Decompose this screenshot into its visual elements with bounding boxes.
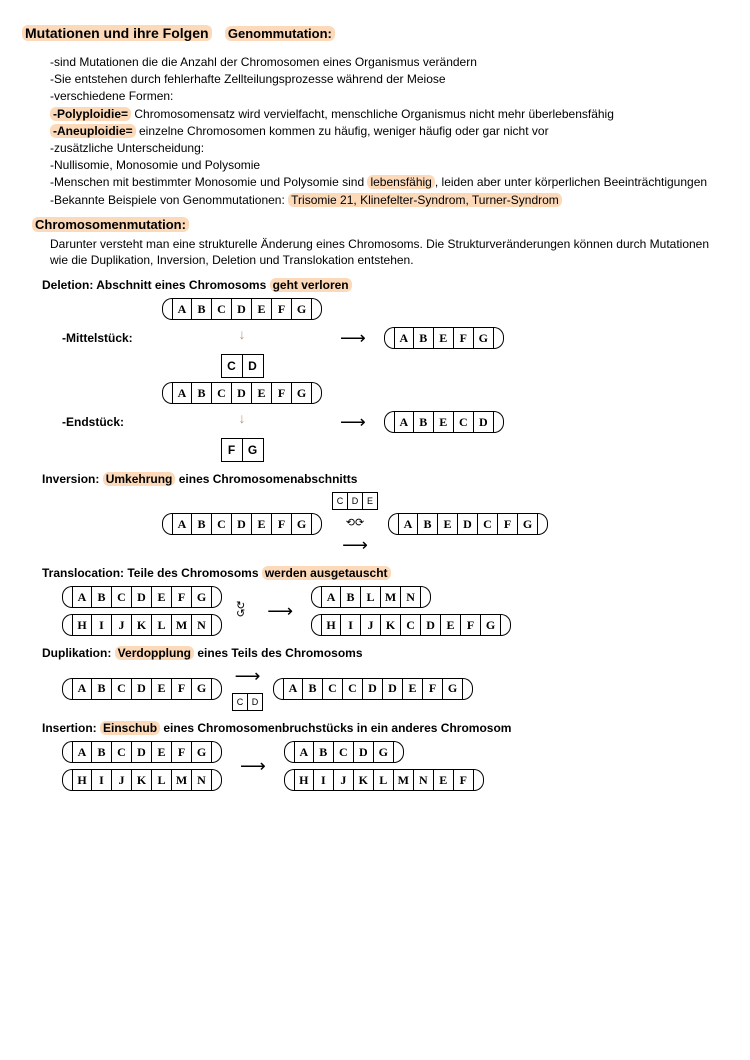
text: , leiden aber unter körperlichen Beeintr… [435, 175, 707, 189]
term-polyploidie: -Polyploidie= [50, 107, 131, 121]
chromosome: ABCDEFG [62, 678, 222, 700]
deletion-mittel-row: -Mittelstück: ABCDEFG ↓ CD ⟶ ABEFG [62, 298, 728, 378]
chromosome: HIJKLMNEF [284, 769, 484, 791]
chromosome: ABECD [384, 411, 504, 433]
label-mittelstueck: -Mittelstück: [62, 331, 152, 345]
bullet: -verschiedene Formen: [50, 88, 728, 104]
bullet: -Bekannte Beispiele von Genommutationen:… [50, 192, 728, 208]
fragment: FG [221, 438, 264, 462]
page-title: Mutationen und ihre Folgen [22, 25, 212, 41]
term-examples: Trisomie 21, Klinefelter-Syndrom, Turner… [288, 193, 562, 207]
chromosome: ABEFG [384, 327, 504, 349]
chromosome: ABEDCFG [388, 513, 548, 535]
section1-heading: Genommutation: [225, 26, 335, 41]
insertion-row: ABCDEFG HIJKLMN ⟶ ABCDG HIJKLMNEF [62, 741, 728, 791]
text: -Menschen mit bestimmter Monosomie und P… [50, 175, 367, 189]
section2-heading: Chromosomenmutation: [32, 217, 189, 232]
term-lebensfaehig: lebensfähig [367, 175, 434, 189]
duplikation-title: Duplikation: Verdopplung eines Teils des… [42, 646, 728, 660]
chromosome: ABLMN [311, 586, 511, 608]
text: -Bekannte Beispiele von Genommutationen: [50, 193, 288, 207]
bullet: -Nullisomie, Monosomie und Polysomie [50, 157, 728, 173]
bullet: -sind Mutationen die die Anzahl der Chro… [50, 54, 728, 70]
chromosome: ABCCDDEFG [273, 678, 473, 700]
bullet: -zusätzliche Unterscheidung: [50, 140, 728, 156]
bullet: -Aneuploidie= einzelne Chromosomen komme… [50, 123, 728, 139]
insertion-title: Insertion: Einschub eines Chromosomenbru… [42, 721, 728, 735]
arrow-icon: ⟶ [240, 756, 266, 777]
chromosome: ABCDG [284, 741, 484, 763]
chromosome: ABCDEFG [162, 382, 322, 404]
section1-bullets: -sind Mutationen die die Anzahl der Chro… [50, 54, 728, 208]
bullet: -Menschen mit bestimmter Monosomie und P… [50, 174, 728, 190]
chromosome: ABCDEFG [62, 586, 222, 608]
inversion-row: ABCDEFG CDE ⟲⟳ ⟶ ABEDCFG [62, 492, 728, 556]
chromosome: ABCDEFG [62, 741, 222, 763]
mini-fragment: CD [232, 693, 263, 711]
term-aneuploidie: -Aneuploidie= [50, 124, 136, 138]
mini-fragment: CDE [332, 492, 378, 510]
swap-icon: ↻↺ [236, 603, 245, 618]
arrow-icon: ⟶ [340, 412, 366, 433]
duplikation-row: ABCDEFG ⟶ CD ABCCDDEFG [62, 666, 728, 711]
deletion-end-row: -Endstück: ABCDEFG ↓ FG ⟶ ABECD [62, 382, 728, 462]
translocation-row: ABCDEFG HIJKLMN ↻↺ ⟶ ABLMN HIJKCDEFG [62, 586, 728, 636]
label-endstueck: -Endstück: [62, 415, 152, 429]
chromosome: HIJKLMN [62, 614, 222, 636]
deletion-title: Deletion: Abschnitt eines Chromosoms geh… [42, 278, 728, 292]
arrow-icon: ⟶ [342, 535, 368, 556]
chromosome: ABCDEFG [162, 513, 322, 535]
chromosome: HIJKLMN [62, 769, 222, 791]
section2-para: Darunter versteht man eine strukturelle … [50, 236, 728, 268]
arrow-icon: ⟶ [340, 328, 366, 349]
chromosome: ABCDEFG [162, 298, 322, 320]
bullet: -Sie entstehen durch fehlerhafte Zelltei… [50, 71, 728, 87]
arrow-icon: ⟶ [235, 666, 261, 687]
chromosome: HIJKCDEFG [311, 614, 511, 636]
inversion-title: Inversion: Umkehrung eines Chromosomenab… [42, 472, 728, 486]
fragment: CD [221, 354, 264, 378]
text: einzelne Chromosomen kommen zu häufig, w… [136, 124, 549, 138]
translocation-title: Translocation: Teile des Chromosoms werd… [42, 566, 728, 580]
text: Chromosomensatz wird vervielfacht, mensc… [131, 107, 614, 121]
arrow-icon: ⟶ [267, 601, 293, 622]
bullet: -Polyploidie= Chromosomensatz wird vervi… [50, 106, 728, 122]
